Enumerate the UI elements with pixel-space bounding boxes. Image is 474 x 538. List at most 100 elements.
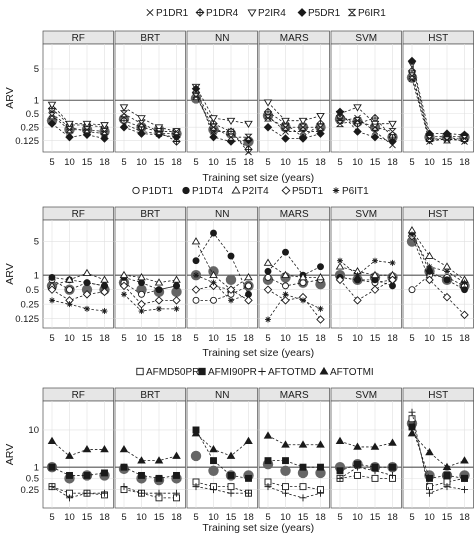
- data-point-P2IT4: [263, 258, 273, 266]
- legend-marker: [146, 8, 154, 17]
- facet-label-brt: BRT: [140, 33, 160, 44]
- legend-label-AFTOTMD: AFTOTMD: [268, 367, 316, 378]
- x-tick-label: 10: [352, 157, 363, 168]
- data-point-P6IR1: [370, 123, 380, 131]
- data-point-P5DT1: [47, 285, 57, 294]
- data-point-AFTOTMD: [443, 483, 451, 491]
- data-point-AFMD50PR: [371, 474, 379, 482]
- y-tick-label: 0.25: [21, 299, 40, 310]
- series-line-AFTOTMI: [51, 440, 105, 457]
- data-point-P5DR1: [209, 132, 218, 142]
- data-point-P1DT4: [192, 257, 200, 265]
- data-point-AFTOTMD: [426, 489, 433, 497]
- y-tick-label: 0.25: [21, 122, 40, 133]
- x-tick-label: 18: [459, 157, 470, 168]
- legend-label-AFMI90PR: AFMI90PR: [208, 367, 257, 378]
- data-point-P5DR1: [119, 122, 129, 132]
- series-line-P6IT1: [195, 274, 249, 301]
- data-point-P5DR1: [65, 132, 74, 142]
- x-tick-label: 10: [352, 512, 363, 523]
- data-point-AFTOTMD: [173, 489, 180, 497]
- data-point-AFMI90PR: [173, 471, 180, 479]
- data-point-P6IR1: [353, 117, 362, 125]
- data-point-AFTOTMD: [210, 486, 217, 494]
- x-tick-label: 5: [265, 333, 270, 344]
- series-line-P1DR1: [411, 78, 465, 142]
- series-line-AFTOTMI: [123, 449, 177, 462]
- series-line-P1DR4: [267, 111, 321, 138]
- series-line-P6IT1: [267, 293, 321, 320]
- data-point-P6IT1: [426, 263, 433, 270]
- data-point-P6IT1: [444, 268, 450, 275]
- data-point-P5DT1: [226, 285, 236, 294]
- legend: [132, 185, 340, 195]
- x-tick-label: 15: [298, 157, 309, 168]
- series-line-P2IT4: [267, 262, 321, 278]
- data-point-P6IR1: [298, 123, 308, 131]
- data-point-P2IT4: [298, 273, 308, 281]
- data-point-AFMI90PR: [48, 463, 56, 471]
- data-point-P6IT1: [245, 291, 252, 298]
- data-point-P5DR1: [335, 107, 345, 117]
- x-tick-label: 18: [387, 333, 398, 344]
- series-line-AFTOTMI: [267, 435, 321, 446]
- x-tick-label: 10: [136, 333, 147, 344]
- y-axis-title: ARV: [4, 444, 16, 465]
- facet-label-hst: HST: [428, 209, 448, 220]
- legend-marker: [347, 8, 357, 17]
- y-tick-label: 5: [34, 237, 39, 248]
- data-point-P6IR1: [425, 135, 434, 142]
- series-line-AFTOTMD: [267, 486, 321, 499]
- series-line-P5DT1: [51, 289, 105, 301]
- data-point-P2IT4: [154, 278, 164, 286]
- data-point-P5DT1: [119, 281, 129, 291]
- y-tick-label: 0.5: [26, 109, 39, 120]
- data-point-P2IR4: [65, 120, 74, 129]
- series-line-P2IR4: [339, 106, 393, 125]
- data-point-AFMI90PR: [299, 463, 307, 471]
- x-tick-label: 5: [193, 157, 198, 168]
- x-tick-label: 10: [352, 333, 363, 344]
- data-point-AFMI90PR: [245, 474, 252, 482]
- x-tick-label: 18: [459, 512, 470, 523]
- data-point-AFTOTMD: [264, 483, 272, 491]
- data-point-P2IR4: [281, 117, 290, 126]
- series-line-P2IT4: [339, 266, 393, 276]
- series-line-P1DT1: [267, 277, 321, 287]
- panel-hst: [402, 30, 474, 153]
- x-tick-label: 10: [280, 512, 291, 523]
- data-point-P1DT4: [48, 273, 56, 281]
- data-point-P2IR4: [244, 120, 253, 129]
- data-point-P6IT1: [228, 297, 234, 304]
- series-line-P2IR4: [123, 106, 177, 132]
- data-point-AFTOTMI: [425, 447, 434, 456]
- y-tick-label: 5: [34, 64, 39, 75]
- facet-label-mars: MARS: [280, 209, 309, 220]
- mean-point: [171, 286, 182, 298]
- data-point-AFTOTMI: [353, 442, 362, 450]
- y-tick-label: 0.5: [26, 285, 39, 296]
- facet-label-svm: SVM: [355, 33, 377, 44]
- x-axis-title: Training set size (years): [202, 522, 314, 533]
- data-point-P1DT4: [282, 248, 289, 256]
- series-line-P1DT1: [123, 282, 177, 295]
- data-point-P2IT4: [316, 273, 325, 281]
- data-point-P1DT4: [461, 286, 468, 294]
- data-point-AFTOTMI: [370, 442, 380, 450]
- series-line-P6IT1: [411, 234, 465, 283]
- x-tick-label: 18: [459, 333, 470, 344]
- data-point-P5DT1: [82, 290, 92, 299]
- facet-label-rf: RF: [72, 390, 85, 401]
- series-line-AFTOTMI: [339, 440, 393, 448]
- series-line-P1DT4: [123, 277, 177, 291]
- legend-label-P5DT1: P5DT1: [292, 186, 324, 197]
- series-line-AFMI90PR: [51, 466, 105, 476]
- data-point-P2IT4: [65, 275, 74, 283]
- data-point-P2IT4: [370, 270, 380, 279]
- data-point-P6IR1: [388, 128, 397, 136]
- data-point-AFMI90PR: [317, 463, 324, 471]
- data-point-P6IR1: [407, 72, 417, 80]
- data-point-P5DT1: [335, 275, 345, 285]
- data-point-P1DT4: [264, 267, 272, 275]
- data-point-P5DR1: [298, 134, 308, 143]
